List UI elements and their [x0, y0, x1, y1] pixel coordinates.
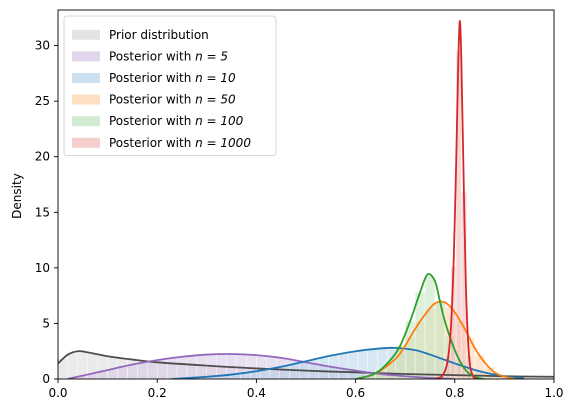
histogram-bar-series-2: [347, 351, 359, 379]
density-line-series-2: [172, 346, 525, 379]
x-tick-label: 0.4: [247, 386, 266, 400]
y-tick-label: 20: [35, 150, 50, 164]
histogram-bar-series-2: [289, 363, 300, 379]
legend-swatch: [72, 137, 100, 148]
density-line-series-5: [434, 20, 478, 379]
axes: 0.0 0.2 0.4 0.6 0.8 1.0 0 5 10 15 20 25 30: [35, 9, 564, 400]
legend-entry-label: Posterior with n = 100: [109, 114, 244, 128]
y-tick-label: 25: [35, 94, 50, 108]
density-line-series-1: [67, 353, 455, 379]
histogram-bar-series-2: [338, 353, 349, 379]
x-tick-label: 0.6: [346, 386, 365, 400]
histogram-bar-series-4: [424, 276, 436, 379]
histogram-bar-series-4: [414, 292, 426, 379]
y-tick-label: 10: [35, 261, 50, 275]
histogram-bar-series-1: [186, 355, 198, 379]
histogram-bar-series-1: [147, 360, 158, 379]
y-tick-label: 0: [42, 372, 50, 386]
legend-swatch: [72, 73, 100, 83]
y-tick-label: 30: [35, 39, 50, 53]
y-tick-label: 15: [35, 205, 50, 219]
histogram-bar-series-1: [166, 357, 178, 379]
x-tick-label: 1.0: [544, 386, 563, 400]
histogram-bar-series-2: [279, 365, 290, 379]
density-line-series-3: [355, 300, 515, 379]
x-tick-label: 0.2: [148, 386, 167, 400]
histogram-bar-series-0: [67, 352, 79, 379]
legend-swatch: [72, 116, 100, 127]
legend-swatch: [72, 94, 100, 105]
density-line-series-0: [58, 350, 554, 378]
legend-box: [63, 15, 277, 157]
histogram-bar-series-1: [176, 356, 188, 379]
axes-frame: [57, 9, 555, 380]
legend-swatch: [72, 51, 100, 62]
y-tick-label: 5: [42, 316, 50, 330]
plot-area: [58, 20, 554, 379]
histogram-bar-series-1: [117, 366, 128, 379]
legend-entry-label: Posterior with n = 5: [109, 49, 228, 63]
histogram-bar-series-1: [127, 364, 138, 379]
x-tick-label: 0.0: [48, 386, 67, 400]
x-tick-label: 0.8: [445, 386, 464, 400]
legend-entry-label: Posterior with n = 1000: [109, 136, 251, 150]
histogram-bar-series-1: [196, 354, 208, 379]
histogram-bar-series-1: [137, 362, 148, 379]
legend: Prior distribution Posterior with n = 5 Po…: [63, 15, 277, 157]
legend-entry-label: Posterior with n = 10: [109, 71, 236, 85]
legend-swatch: [72, 29, 100, 40]
y-axis-label: Density: [10, 173, 24, 219]
legend-entry-label: Prior distribution: [109, 28, 209, 42]
histogram-bar-series-2: [318, 357, 329, 379]
density-line-series-4: [355, 273, 485, 379]
legend-entry-label: Posterior with n = 50: [109, 93, 236, 107]
